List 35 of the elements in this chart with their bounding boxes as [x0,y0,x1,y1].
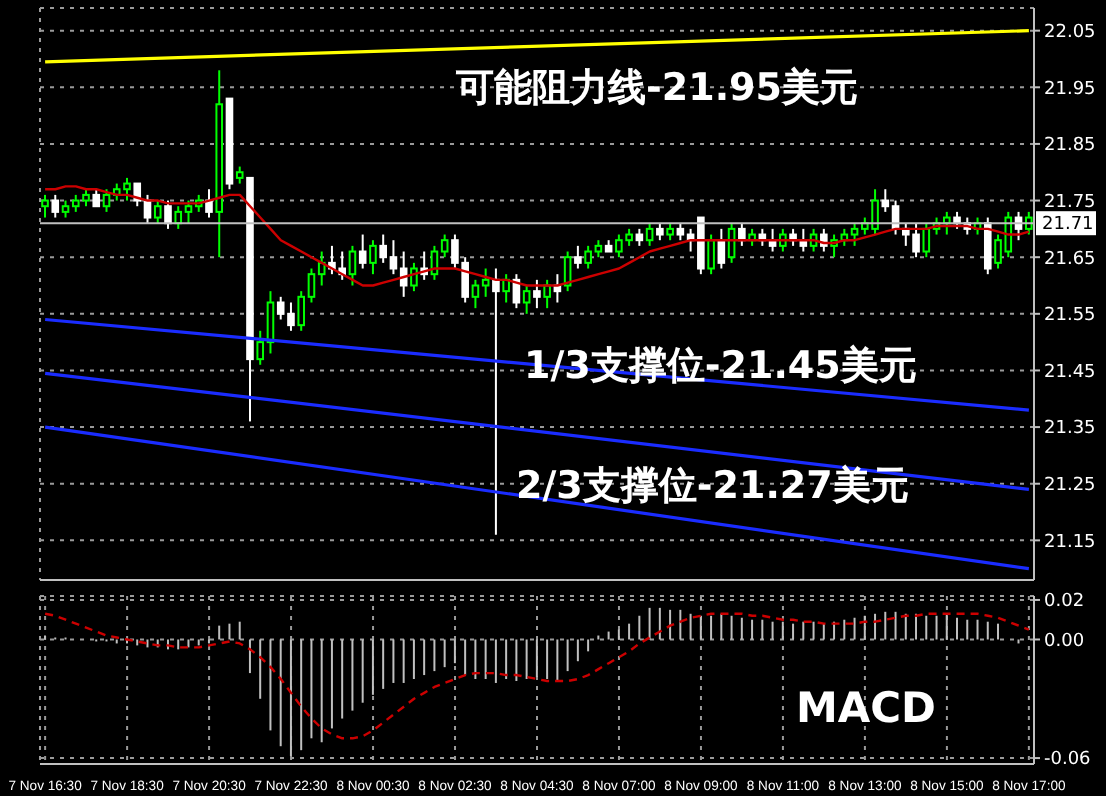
y-tick-label: 0.02 [1044,592,1085,613]
candlestick [983,216,992,276]
candlestick [707,233,715,276]
candlestick [543,278,551,310]
annotation: 可能阻力线-21.95美元 [456,66,858,112]
candlestick [738,222,746,247]
y-tick-label: 21.35 [1044,419,1096,440]
candlestick [153,199,162,225]
candlestick [348,244,357,287]
candlestick [645,222,654,247]
candlestick [358,233,367,270]
candlestick [492,267,500,536]
y-tick-label: 0.00 [1044,631,1085,652]
candlestick [369,239,377,276]
y-tick-label: 21.75 [1044,192,1096,213]
candlestick [410,261,418,293]
y-tick-label: 21.55 [1044,306,1096,327]
candlestick [205,188,213,219]
y-tick-label: 21.45 [1044,362,1096,383]
candlestick [51,193,60,219]
candlestick [522,284,531,315]
ref-line-label: 21.71 [1042,215,1094,236]
y-tick-label: 21.95 [1044,79,1096,100]
candlestick [533,278,541,310]
candlestick [41,193,49,219]
y-tick-label: 21.15 [1044,532,1096,553]
candlestick [574,244,582,270]
y-tick-label: 22.05 [1044,23,1096,44]
y-tick-label: 21.85 [1044,136,1096,157]
line-series [43,612,1031,740]
annotation: MACD [796,684,936,735]
candlestick [164,199,172,230]
y-tick-label: 21.65 [1044,249,1096,270]
y-tick-label: -0.06 [1044,750,1092,771]
y-tick-label: 21.25 [1044,476,1096,497]
